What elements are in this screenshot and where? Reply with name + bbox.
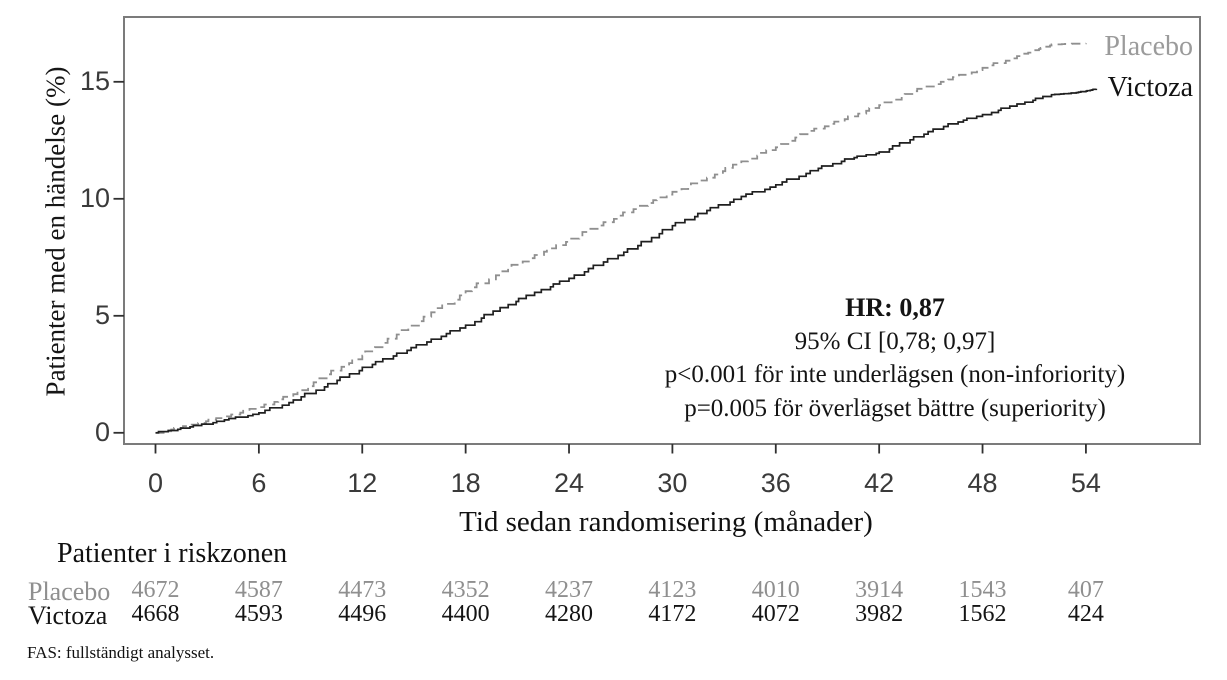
risk-count-victoza-m48: 1562	[958, 601, 1007, 627]
risk-count-victoza-m42: 3982	[855, 601, 904, 627]
risk-count-placebo-m6: 4587	[234, 577, 283, 603]
legend-label-victoza: Victoza	[1107, 72, 1193, 103]
x-tick-label: 48	[967, 468, 998, 498]
risk-count-placebo-m36: 4010	[751, 577, 800, 603]
x-tick-label: 30	[657, 468, 688, 498]
y-tick-label: 15	[79, 66, 110, 97]
victoza-curve	[155, 88, 1098, 434]
risk-count-victoza-m18: 4400	[441, 601, 490, 627]
risk-count-victoza-m6: 4593	[234, 601, 283, 627]
risk-row-label-placebo: Placebo	[28, 577, 111, 606]
noninferiority-pvalue-text: p<0.001 för inte underlägsen (non-infori…	[664, 361, 1126, 388]
risk-table-title: Patienter i riskzonen	[57, 538, 288, 569]
plot-area-border	[123, 16, 1201, 445]
risk-count-placebo-m24: 4237	[545, 577, 594, 603]
risk-count-placebo-m12: 4473	[338, 577, 387, 603]
x-tick-label: 36	[760, 468, 791, 498]
risk-count-victoza-m12: 4496	[338, 601, 387, 627]
risk-count-victoza-m54: 424	[1067, 601, 1104, 627]
footnote: FAS: fullständigt analysset.	[27, 643, 215, 662]
risk-count-victoza-m24: 4280	[545, 601, 594, 627]
risk-count-placebo-m48: 1543	[958, 577, 1007, 603]
risk-count-placebo-m54: 407	[1067, 577, 1104, 603]
superiority-pvalue-text: p=0.005 för överlägset bättre (superiori…	[684, 394, 1106, 422]
y-tick-label: 5	[94, 300, 110, 331]
risk-count-victoza-m0: 4668	[131, 601, 180, 627]
risk-count-placebo-m42: 3914	[855, 577, 904, 603]
legend-label-placebo: Placebo	[1104, 31, 1193, 62]
placebo-curve	[155, 42, 1087, 434]
risk-count-victoza-m30: 4172	[648, 601, 697, 627]
x-tick-label: 54	[1070, 468, 1101, 498]
x-tick-label: 0	[147, 468, 164, 498]
x-tick-label: 18	[450, 468, 481, 498]
x-axis-title: Tid sedan randomisering (månader)	[459, 506, 873, 538]
hazard-ratio-text: HR: 0,87	[845, 293, 945, 322]
x-tick-label: 42	[864, 468, 895, 498]
x-tick-label: 24	[553, 468, 585, 498]
y-tick-label: 10	[79, 183, 110, 214]
risk-count-placebo-m0: 4672	[131, 577, 180, 603]
y-tick-label: 0	[94, 417, 110, 448]
axis-ticks	[113, 80, 1087, 454]
x-tick-label: 12	[347, 468, 378, 498]
risk-count-victoza-m36: 4072	[751, 601, 800, 627]
risk-count-placebo-m18: 4352	[441, 577, 490, 603]
confidence-interval-text: 95% CI [0,78; 0,97]	[794, 327, 996, 355]
risk-count-placebo-m30: 4123	[648, 577, 697, 603]
statistics-annotation: HR: 0,87 95% CI [0,78; 0,97] p<0.001 för…	[595, 291, 1195, 425]
x-tick-label: 6	[251, 468, 267, 498]
risk-row-label-victoza: Victoza	[28, 601, 108, 630]
